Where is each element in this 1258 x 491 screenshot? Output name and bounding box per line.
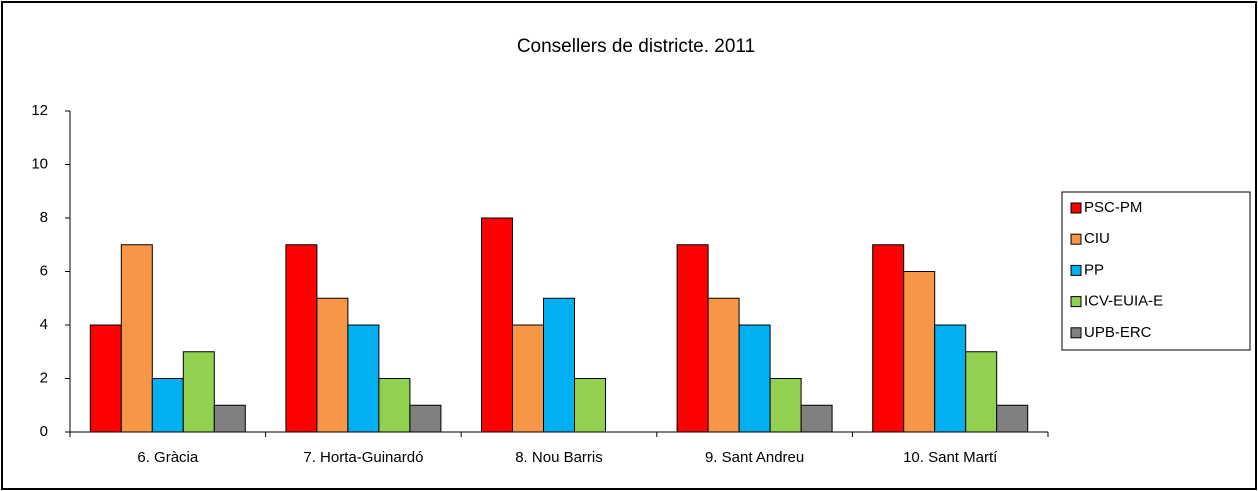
bar — [543, 297, 575, 433]
legend-swatch — [1070, 296, 1082, 308]
bar — [574, 378, 606, 433]
bar — [965, 351, 998, 433]
bar — [481, 217, 513, 433]
legend-label: PSC-PM — [1084, 199, 1142, 216]
x-tick-label: 9. Sant Andreu — [705, 449, 804, 466]
bar — [409, 404, 442, 433]
bar — [378, 378, 411, 433]
x-tick-label: 8. Nou Barris — [515, 449, 603, 466]
y-tick-label: 8 — [40, 209, 48, 226]
x-tick-label: 10. Sant Martí — [903, 449, 998, 466]
y-tick-label: 10 — [31, 155, 48, 172]
y-tick-label: 4 — [40, 316, 48, 333]
bar — [800, 404, 833, 433]
bar — [120, 244, 153, 433]
bar — [676, 244, 709, 433]
bar — [182, 351, 215, 433]
legend-label: UPB-ERC — [1084, 324, 1152, 341]
bar — [738, 324, 771, 433]
bar — [769, 378, 802, 433]
legend-label: ICV-EUIA-E — [1084, 293, 1163, 310]
bar — [707, 297, 740, 433]
legend-swatch — [1070, 264, 1082, 276]
bar — [934, 324, 967, 433]
bar — [316, 297, 349, 433]
bar — [151, 378, 184, 433]
bar — [89, 324, 122, 433]
chart-title: Consellers de districte. 2011 — [517, 36, 755, 57]
bar — [996, 404, 1029, 433]
y-tick-label: 2 — [40, 369, 48, 386]
bar — [872, 244, 905, 433]
bar — [512, 324, 544, 433]
legend-swatch — [1070, 327, 1082, 339]
y-tick-label: 0 — [40, 423, 48, 440]
x-tick-label: 7. Horta-Guinardó — [303, 449, 423, 466]
legend-box — [1061, 191, 1251, 351]
y-tick-label: 6 — [40, 262, 48, 279]
legend-swatch — [1070, 202, 1082, 214]
x-tick-label: 6. Gràcia — [137, 449, 199, 466]
legend-label: CIU — [1084, 230, 1110, 247]
bar — [213, 404, 246, 433]
bar — [903, 271, 936, 433]
y-tick-label: 12 — [31, 102, 48, 119]
legend-label: PP — [1084, 261, 1104, 278]
legend-swatch — [1070, 233, 1082, 245]
bar — [285, 244, 318, 433]
bar — [347, 324, 380, 433]
